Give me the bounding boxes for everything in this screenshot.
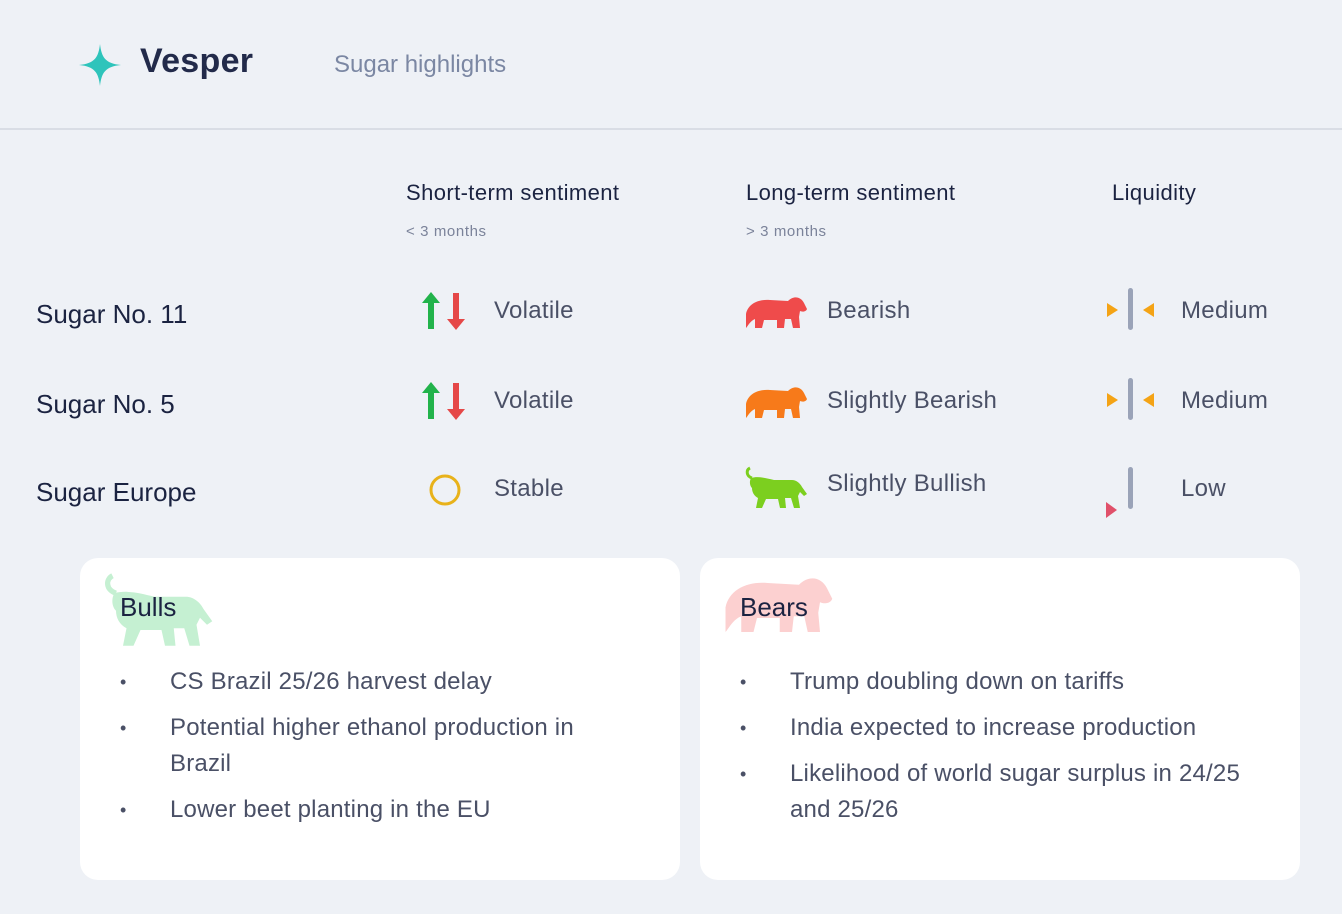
liquidity-value: Medium	[1181, 387, 1269, 414]
volatile-arrows-icon	[422, 292, 465, 330]
long-term-value: Bearish	[827, 297, 911, 324]
bullet-icon: •	[120, 672, 127, 692]
bullet-icon: •	[740, 764, 747, 784]
liquidity-medium-icon	[1107, 288, 1154, 330]
bulls-card: Bulls • CS Brazil 25/26 harvest delay • Po…	[80, 558, 680, 880]
list-item: • India expected to increase production	[740, 710, 1260, 746]
volatile-arrows-icon	[422, 382, 465, 420]
short-term-header: Short-term sentiment	[406, 180, 620, 205]
list-item: • Lower beet planting in the EU	[120, 792, 640, 828]
bulls-title: Bulls	[120, 592, 177, 622]
bullet-icon: •	[120, 800, 127, 820]
list-item: • Potential higher ethanol production in …	[120, 710, 640, 782]
stable-circle-icon	[429, 474, 461, 506]
short-term-value: Volatile	[494, 387, 574, 414]
row-label-sugar-no-11: Sugar No. 11	[36, 299, 188, 329]
bullet-icon: •	[120, 718, 127, 738]
long-term-value: Slightly Bullish	[827, 470, 987, 497]
bears-title: Bears	[740, 592, 808, 622]
bear-icon	[746, 297, 807, 328]
bear-icon	[725, 578, 833, 632]
liquidity-value: Medium	[1181, 297, 1269, 324]
list-item: • Likelihood of world sugar surplus in 24…	[740, 756, 1260, 828]
liquidity-medium-icon	[1107, 378, 1154, 420]
short-term-value: Volatile	[494, 297, 574, 324]
row-label-sugar-europe: Sugar Europe	[36, 477, 197, 507]
liquidity-value: Low	[1181, 475, 1226, 502]
short-term-subheader: < 3 months	[406, 223, 487, 240]
sparkle-logo-icon	[79, 44, 121, 86]
bear-icon	[746, 387, 807, 418]
short-term-value: Stable	[494, 475, 564, 502]
list-item: • CS Brazil 25/26 harvest delay	[120, 664, 640, 700]
liquidity-header: Liquidity	[1112, 180, 1197, 205]
liquidity-low-icon	[1106, 467, 1133, 518]
long-term-value: Slightly Bearish	[827, 387, 998, 414]
list-item: • Trump doubling down on tariffs	[740, 664, 1260, 700]
long-term-subheader: > 3 months	[746, 223, 827, 240]
bull-icon	[745, 466, 807, 508]
bulls-list: • CS Brazil 25/26 harvest delay • Potentia…	[120, 664, 640, 838]
long-term-header: Long-term sentiment	[746, 180, 956, 205]
bullet-icon: •	[740, 672, 747, 692]
bears-list: • Trump doubling down on tariffs • India e…	[740, 664, 1260, 838]
bull-icon	[105, 573, 213, 646]
page-title: Sugar highlights	[334, 51, 507, 78]
row-label-sugar-no-5: Sugar No. 5	[36, 389, 175, 419]
bullet-icon: •	[740, 718, 747, 738]
bears-card: Bears • Trump doubling down on tariffs • I…	[700, 558, 1300, 880]
brand-name[interactable]: Vesper	[140, 42, 254, 80]
app-header: Vesper Sugar highlights	[0, 0, 1342, 130]
